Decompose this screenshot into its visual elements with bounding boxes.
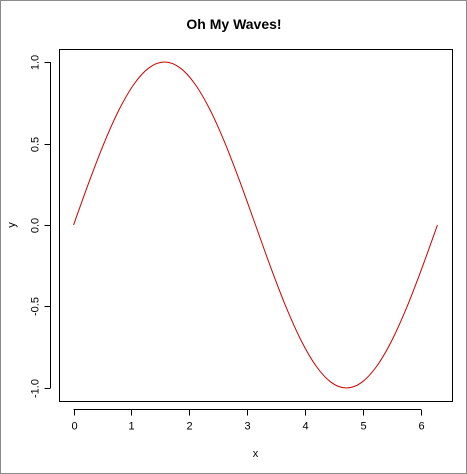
x-tick-label: 0 — [71, 421, 77, 433]
x-tick-label: 2 — [186, 421, 192, 433]
y-axis-label: y — [6, 222, 18, 228]
x-tick-label: 6 — [418, 421, 424, 433]
y-tick-label: 0.5 — [30, 137, 42, 152]
y-tick-label: 1.0 — [30, 55, 42, 70]
y-tick-label: -1.0 — [30, 379, 42, 398]
x-tick-label: 5 — [360, 421, 366, 433]
series-line — [73, 61, 438, 389]
y-axis: -1.0 -0.5 0.0 0.5 1.0 — [30, 55, 51, 398]
x-tick-label: 3 — [244, 421, 250, 433]
x-axis-label: x — [253, 448, 259, 460]
plot-area-border — [59, 49, 453, 402]
chart-title: Oh My Waves! — [186, 16, 281, 32]
x-axis: 0 1 2 3 4 5 6 — [71, 409, 425, 433]
x-tick-label: 1 — [128, 421, 134, 433]
y-tick-label: -0.5 — [30, 297, 42, 316]
y-tick-label: 0.0 — [30, 218, 42, 233]
x-tick-label: 4 — [302, 421, 308, 433]
